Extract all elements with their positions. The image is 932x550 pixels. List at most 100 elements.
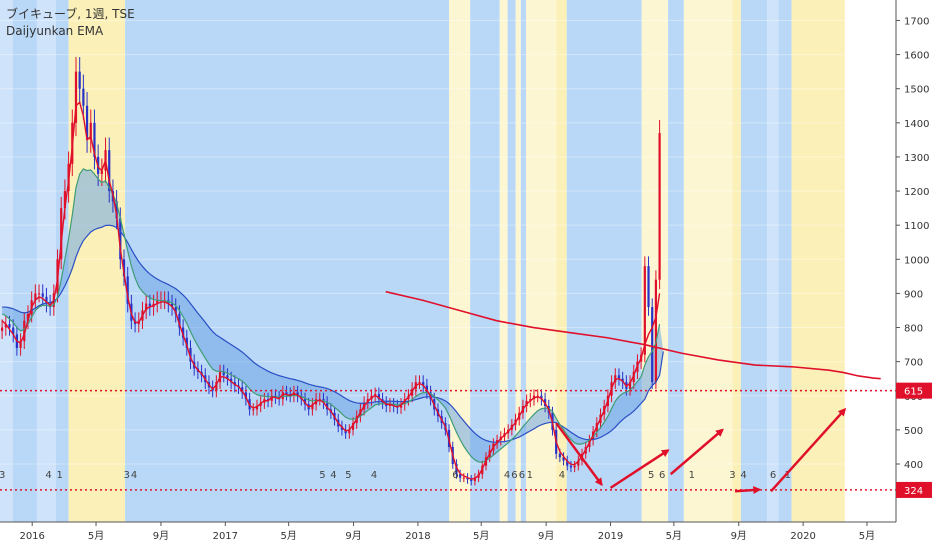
time-tick-label: 2020 bbox=[790, 531, 815, 542]
background-band bbox=[767, 0, 779, 522]
bottom-marker: 1 bbox=[56, 470, 62, 481]
bottom-marker: 4 bbox=[559, 470, 565, 481]
candle-body bbox=[45, 296, 48, 304]
candle-body bbox=[145, 303, 148, 311]
candle-body bbox=[241, 387, 244, 393]
background-band bbox=[12, 0, 37, 522]
candle-body bbox=[388, 404, 392, 406]
candle-body bbox=[255, 406, 259, 410]
price-tick-label: 1500 bbox=[904, 85, 929, 96]
time-axis-bg bbox=[0, 522, 932, 550]
candle-body bbox=[174, 307, 177, 314]
time-tick-label: 9月 bbox=[538, 530, 554, 542]
background-band bbox=[499, 0, 508, 522]
bottom-marker: 6 bbox=[770, 470, 776, 481]
time-tick-label: 9月 bbox=[153, 530, 169, 542]
candle-body bbox=[181, 327, 185, 338]
time-tick-label: 9月 bbox=[345, 530, 361, 542]
chart-subtitle: Daijyunkan EMA bbox=[6, 24, 104, 38]
candle-body bbox=[418, 382, 421, 384]
candle-body bbox=[466, 477, 469, 480]
candle-body bbox=[455, 464, 458, 475]
candle-body bbox=[23, 320, 26, 342]
candle-body bbox=[115, 201, 118, 219]
bottom-marker: 6 bbox=[511, 470, 517, 481]
annotation-arrow bbox=[555, 422, 603, 487]
annotation-arrow bbox=[609, 449, 670, 489]
price-tick-label: 1000 bbox=[904, 255, 929, 266]
candle-body bbox=[222, 371, 225, 376]
candle-body bbox=[351, 423, 355, 430]
price-tick-label: 1400 bbox=[904, 119, 929, 130]
price-tick-label: 1300 bbox=[904, 153, 929, 164]
candle-body bbox=[126, 276, 129, 304]
candle-body bbox=[473, 477, 477, 482]
candle-body bbox=[658, 133, 661, 280]
candle-body bbox=[281, 392, 284, 400]
annotation-arrow bbox=[669, 428, 724, 476]
candle-body bbox=[470, 479, 473, 482]
bottom-marker: 4 bbox=[740, 470, 746, 481]
candle-body bbox=[252, 409, 255, 411]
candle-body bbox=[170, 303, 174, 308]
time-tick-label: 2016 bbox=[19, 531, 44, 542]
candle-body bbox=[647, 266, 650, 308]
candle-body bbox=[285, 392, 288, 395]
candle-body bbox=[74, 71, 78, 123]
candle-body bbox=[108, 150, 111, 192]
candle-body bbox=[230, 378, 233, 383]
background-band bbox=[507, 0, 516, 522]
candle-body bbox=[122, 259, 126, 277]
candle-body bbox=[399, 404, 403, 408]
candle-body bbox=[156, 300, 159, 304]
time-tick-label: 5月 bbox=[666, 530, 682, 542]
background-band bbox=[641, 0, 669, 522]
background-band bbox=[68, 0, 126, 522]
price-tick-label: 700 bbox=[904, 358, 923, 369]
candle-body bbox=[1, 327, 4, 331]
candle-body bbox=[26, 313, 30, 321]
price-tick-label: 900 bbox=[904, 289, 923, 300]
price-tick-label: 1100 bbox=[904, 221, 929, 232]
bottom-marker: 4 bbox=[371, 470, 377, 481]
candle-body bbox=[540, 395, 543, 400]
candle-body bbox=[89, 122, 92, 140]
candle-body bbox=[189, 348, 192, 362]
candle-body bbox=[569, 465, 573, 468]
bottom-marker: 5 bbox=[319, 470, 325, 481]
background-bands bbox=[0, 0, 845, 522]
annotation-arrow bbox=[770, 407, 847, 493]
candle-body bbox=[226, 375, 229, 379]
background-band bbox=[778, 0, 792, 522]
candle-body bbox=[37, 293, 41, 295]
background-band bbox=[515, 0, 521, 522]
time-tick-label: 5月 bbox=[859, 530, 875, 542]
background-band bbox=[449, 0, 471, 522]
candle-body bbox=[119, 218, 122, 260]
candle-body bbox=[632, 371, 635, 383]
candle-body bbox=[326, 402, 329, 410]
candle-body bbox=[270, 395, 273, 401]
price-tick-label: 400 bbox=[904, 460, 923, 471]
candle-body bbox=[340, 426, 344, 430]
background-band bbox=[556, 0, 567, 522]
chart-title: ブイキューブ, 1週, TSE bbox=[6, 6, 135, 21]
candle-body bbox=[19, 341, 22, 348]
bottom-marker: 3 bbox=[729, 470, 735, 481]
background-band bbox=[55, 0, 69, 522]
bottom-marker: 1 bbox=[527, 470, 533, 481]
price-label-text: 615 bbox=[904, 387, 923, 398]
indicator-lines bbox=[1, 101, 881, 480]
bottom-marker: 4 bbox=[504, 470, 510, 481]
background-band bbox=[0, 0, 13, 522]
candle-body bbox=[296, 392, 299, 396]
candle-body bbox=[425, 385, 429, 393]
background-band bbox=[125, 0, 450, 522]
price-label-badge bbox=[896, 481, 932, 498]
time-tick-label: 2017 bbox=[213, 531, 238, 542]
candle-body bbox=[348, 429, 351, 434]
background-band bbox=[36, 0, 56, 522]
